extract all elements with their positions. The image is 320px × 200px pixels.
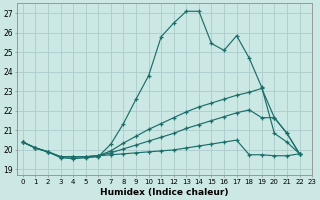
X-axis label: Humidex (Indice chaleur): Humidex (Indice chaleur) [100,188,228,197]
